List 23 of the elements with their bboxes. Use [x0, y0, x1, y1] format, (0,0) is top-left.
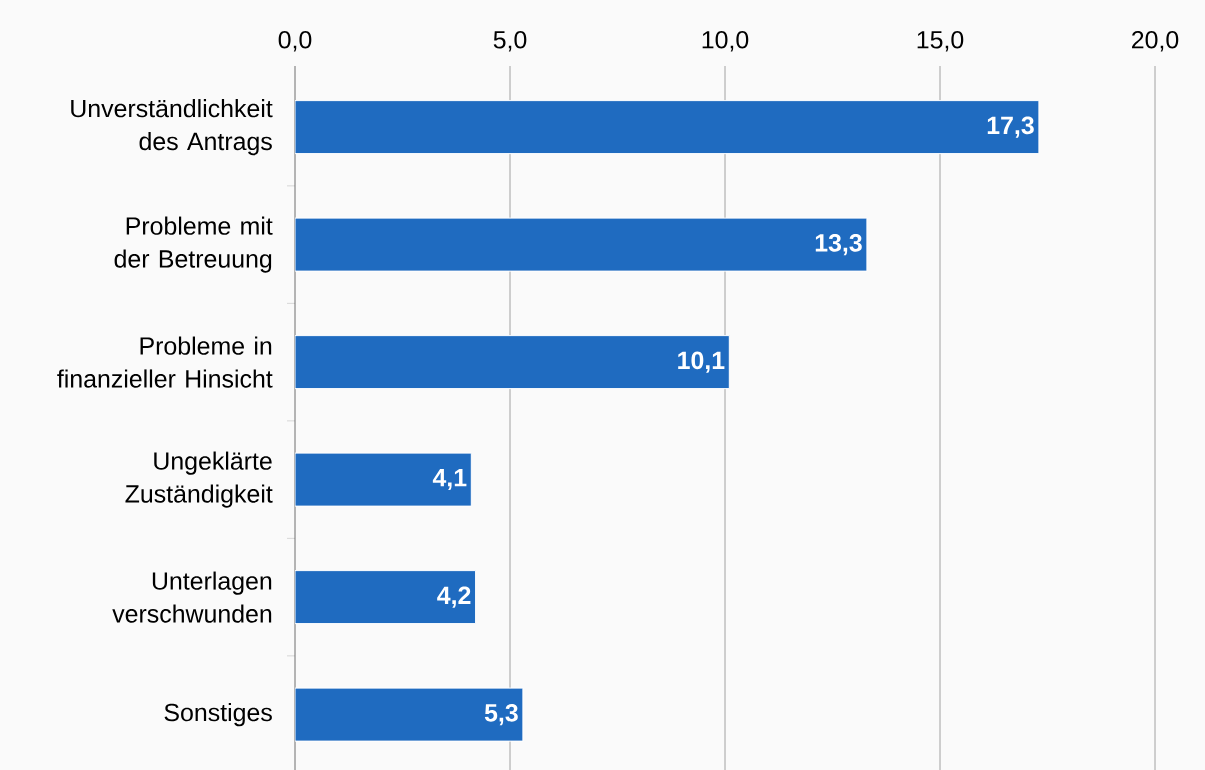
bar — [295, 335, 730, 390]
y-tick-label: Unverständlichkeit des Antrags — [71, 99, 273, 156]
x-tick-label: 20,0 — [1132, 30, 1179, 52]
data-label: 17,3 — [987, 116, 1034, 138]
y-tick-label: Ungeklärte Zuständigkeit — [125, 451, 273, 508]
bar — [295, 687, 524, 742]
data-label: 13,3 — [815, 233, 862, 256]
x-tick-label: 10,0 — [702, 30, 749, 52]
data-label: 10,1 — [678, 351, 725, 373]
bar — [295, 570, 477, 625]
y-tick-label: Probleme in finanzieller Hinsicht — [57, 336, 273, 388]
y-tick-label: Sonstiges — [164, 703, 272, 727]
y-tick-label: Unterlagen verschwunden — [112, 571, 272, 623]
data-label: 4,2 — [437, 586, 471, 608]
x-tick-label: 5,0 — [493, 30, 527, 52]
data-label: 5,3 — [484, 703, 518, 726]
bar — [295, 217, 868, 272]
y-tick-label: Probleme mit der Betreuung — [114, 216, 273, 273]
data-label: 4,1 — [432, 469, 467, 491]
bar — [295, 452, 472, 507]
x-tick-label: 0,0 — [278, 30, 312, 52]
x-tick-label: 15,0 — [917, 30, 964, 52]
bar — [295, 100, 1040, 155]
